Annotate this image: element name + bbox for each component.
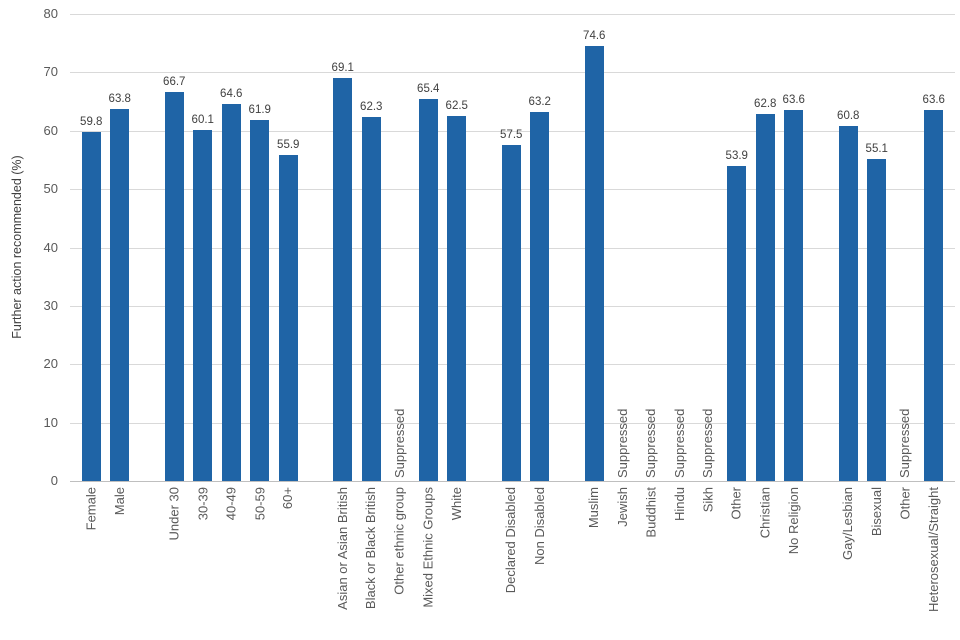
bar-value-label: 57.5 (500, 129, 523, 142)
x-axis-label-text: Sikh (700, 487, 716, 513)
gridline (70, 130, 955, 132)
x-axis-label-text: No Religion (785, 487, 801, 555)
bar-value-label: 55.9 (277, 138, 300, 151)
y-axis-tick-label: 70 (43, 64, 58, 80)
bar (164, 91, 184, 481)
x-axis-label-text: 30-39 (194, 487, 210, 521)
bar-value-label: 55.1 (865, 143, 888, 156)
bar (193, 130, 213, 481)
x-axis-label-text: Gay/Lesbian (840, 487, 856, 560)
bar-value-label: 74.6 (583, 29, 606, 42)
bar-value-label: 53.9 (725, 150, 748, 163)
x-axis-label-text: Black or Black British (363, 487, 379, 610)
suppressed-label-text: Suppressed (643, 408, 659, 478)
bar-value-label: 66.7 (163, 75, 186, 88)
y-axis-tick-label: 60 (43, 122, 58, 138)
bar-value-label: 65.4 (417, 83, 440, 96)
x-axis-label-text: Bisexual (868, 487, 884, 537)
suppressed-label-text: Suppressed (614, 408, 630, 478)
bar-value-label: 63.2 (528, 96, 551, 109)
x-axis-label-text: Mixed Ethnic Groups (420, 487, 436, 608)
bar (530, 112, 550, 481)
bar-value-label: 62.8 (754, 98, 777, 111)
bar-value-label: 63.6 (922, 93, 945, 106)
bar-value-label: 62.3 (360, 101, 383, 114)
bar-value-label: 69.1 (331, 61, 354, 74)
bar-value-label: 60.1 (191, 114, 214, 127)
plot-area: 59.8 63.8 66.7 60.1 64.6 61.9 55.9 69.1 62.3 Supp… (70, 14, 955, 482)
bar-value-label: 60.8 (837, 110, 860, 123)
x-axis-label-text: Under 30 (166, 487, 182, 541)
bar (727, 166, 747, 481)
bar (584, 45, 604, 481)
x-axis: Female Male Under 30 30-39 40-49 50-59 60+ Asia… (0, 487, 960, 640)
x-axis-label-text: Christian (757, 487, 773, 539)
x-axis-label-text: Buddhist (643, 487, 659, 538)
x-axis-label-text: Non Disabled (531, 487, 547, 566)
y-axis-tick-label: 80 (43, 6, 58, 21)
bar (250, 119, 270, 481)
x-axis-label-text: Female (83, 487, 99, 531)
bar (81, 131, 101, 481)
y-axis-tick-label: 20 (43, 356, 58, 372)
bar-value-label: 63.8 (108, 92, 131, 105)
x-axis-label-text: Other (728, 487, 744, 520)
bar-value-label: 59.8 (80, 115, 103, 128)
x-axis-label-text: Muslim (586, 487, 602, 529)
bar (418, 99, 438, 481)
bar (447, 116, 467, 481)
bar (221, 103, 241, 481)
bar-value-label: 62.5 (445, 100, 468, 113)
bar (755, 114, 775, 481)
x-axis-label-text: Male (111, 487, 127, 516)
y-axis-tick-label: 0 (50, 473, 58, 488)
x-axis-label-text: Other (897, 487, 913, 520)
suppressed-label-text: Suppressed (671, 408, 687, 478)
x-axis-label-text: Heterosexual/Straight (925, 487, 941, 613)
suppressed-label-text: Suppressed (700, 408, 716, 478)
bar (784, 109, 804, 481)
x-axis-label-text: Asian or Asian British (334, 487, 350, 610)
bar (361, 117, 381, 481)
bar (501, 145, 521, 481)
suppressed-label-text: Suppressed (897, 408, 913, 478)
gridline (70, 72, 955, 74)
suppressed-label-text: Suppressed (391, 408, 407, 478)
y-axis: 0 10 20 30 40 50 60 70 80 (0, 0, 60, 640)
x-axis-label-text: 50-59 (251, 487, 267, 521)
bar (278, 154, 298, 481)
x-axis-label-text: Jewish (614, 487, 630, 527)
x-axis-label-text: Other ethnic group (391, 487, 407, 595)
bar-value-label: 64.6 (220, 87, 243, 100)
x-axis-label-text: Hindu (671, 487, 687, 521)
y-axis-tick-label: 40 (43, 239, 58, 255)
y-axis-tick-label: 10 (43, 414, 58, 430)
bar (333, 77, 353, 481)
y-axis-tick-label: 50 (43, 181, 58, 197)
bar (838, 126, 858, 481)
x-axis-label-text: 60+ (280, 487, 296, 510)
x-axis-label-text: Declared Disabled (503, 487, 519, 594)
x-axis-label-text: 40-49 (223, 487, 239, 521)
gridline (70, 14, 955, 15)
bar (110, 108, 130, 481)
bar-value-label: 63.6 (782, 93, 805, 106)
x-axis-label-text: White (448, 487, 464, 521)
bar (924, 109, 944, 481)
y-axis-tick-label: 30 (43, 297, 58, 313)
bar (867, 159, 887, 481)
bar-value-label: 61.9 (248, 103, 271, 116)
